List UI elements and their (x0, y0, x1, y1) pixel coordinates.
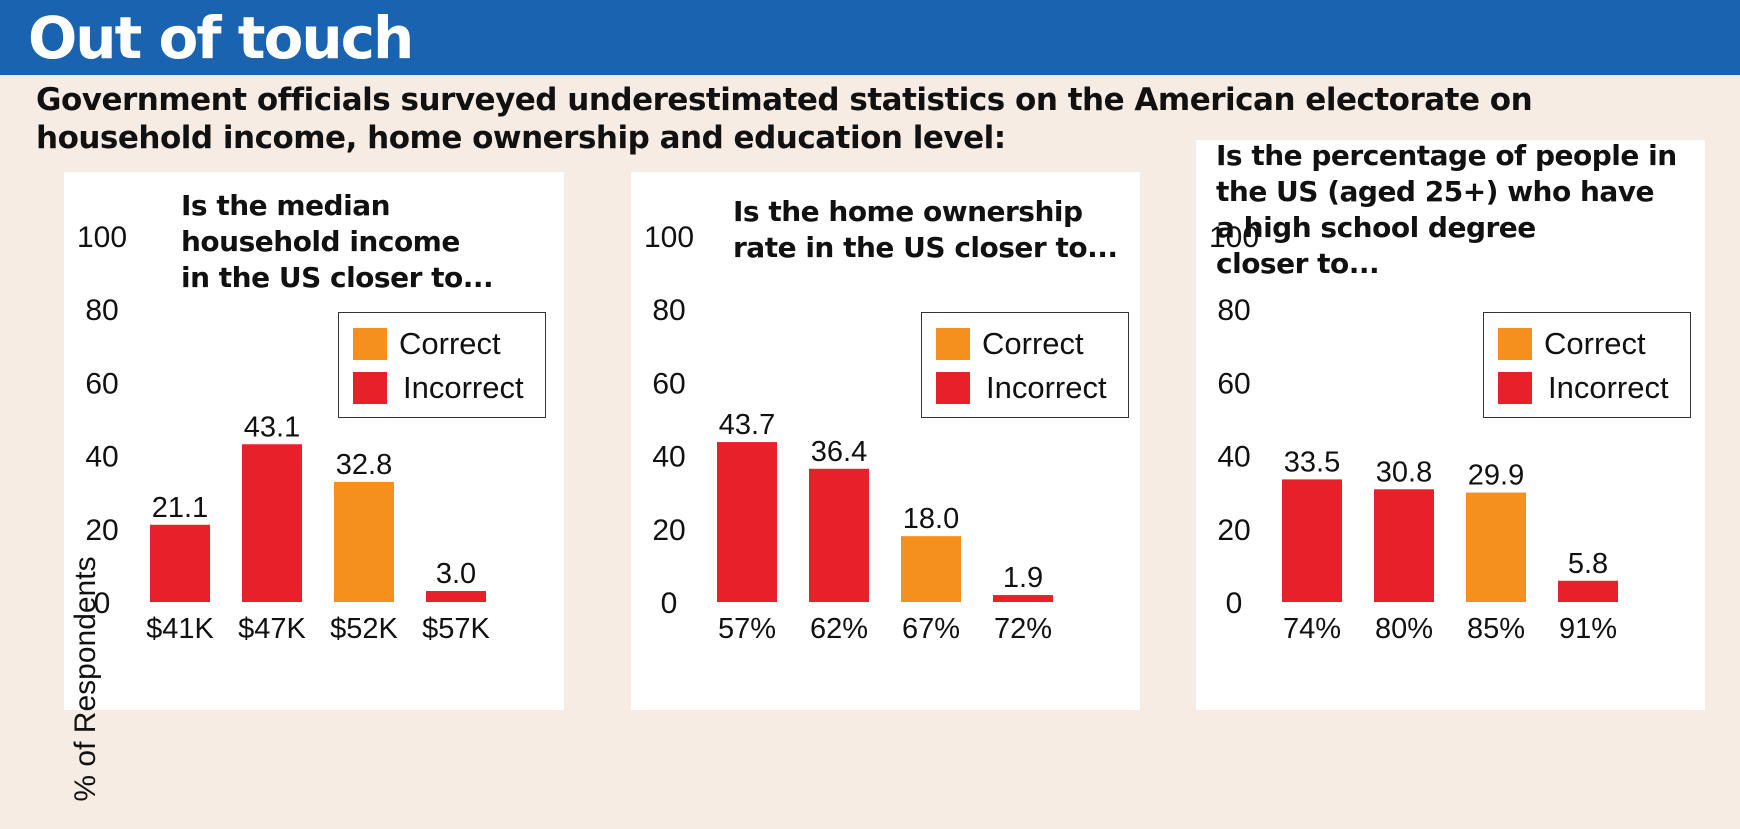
legend-label-correct: Correct (1544, 326, 1646, 361)
chart-question-home-ownership: Is the home ownership rate in the US clo… (733, 195, 1118, 264)
y-tick-label: 20 (85, 514, 118, 547)
x-category-label: $57K (422, 613, 490, 645)
x-category-label: 80% (1375, 613, 1433, 645)
chart-panel-income: Is the median household income in the US… (64, 172, 564, 802)
bar-incorrect (426, 591, 486, 602)
y-tick-label: 60 (85, 367, 118, 400)
legend-swatch-incorrect (1498, 372, 1532, 404)
y-tick-label: 100 (1209, 221, 1259, 254)
legend-swatch-incorrect (353, 372, 387, 404)
legend-swatch-incorrect (936, 372, 970, 404)
y-tick-label: 0 (1226, 587, 1243, 620)
x-category-label: $52K (330, 613, 398, 645)
bar-value-label: 43.1 (244, 411, 300, 443)
x-category-label: $41K (146, 613, 214, 645)
bar-incorrect (150, 524, 210, 602)
y-tick-label: 80 (1217, 294, 1250, 327)
chart-question-education: Is the percentage of people in the US (a… (1216, 139, 1677, 280)
chart-legend: Correct Incorrect (338, 312, 546, 418)
legend-label-correct: Correct (399, 326, 501, 361)
legend-label-incorrect: Incorrect (1548, 370, 1669, 405)
bar-value-label: 3.0 (436, 558, 476, 590)
y-tick-label: 20 (652, 514, 685, 547)
legend-label-incorrect: Incorrect (986, 370, 1107, 405)
y-tick-label: 80 (85, 294, 118, 327)
x-category-label: 91% (1559, 613, 1617, 645)
legend-swatch-correct (1498, 328, 1532, 360)
y-tick-label: 100 (77, 221, 127, 254)
bar-incorrect (1558, 580, 1618, 602)
bar-chart-income: 0 20 40 60 80 100 21.1 $41K 43.1 $47K 32.8 $52K 3.0 $… (77, 221, 491, 645)
page-title: Out of touch (28, 4, 414, 72)
bar-value-label: 36.4 (811, 436, 867, 468)
chart-question-income: Is the median household income in the US… (181, 189, 494, 294)
y-tick-label: 40 (1217, 441, 1250, 474)
bar-correct (334, 481, 394, 602)
y-tick-label: 0 (94, 587, 111, 620)
bar-value-label: 30.8 (1376, 456, 1432, 488)
bar-chart-home-ownership: 0 20 40 60 80 100 43.7 57% 36.4 62% 18.0 67% 1.9 72% (644, 221, 1053, 645)
y-tick-label: 40 (85, 441, 118, 474)
bar-incorrect (809, 468, 869, 602)
bar-value-label: 43.7 (719, 409, 775, 441)
legend-label-incorrect: Incorrect (403, 370, 524, 405)
chart-panel-home-ownership: Is the home ownership rate in the US clo… (631, 172, 1140, 710)
x-category-label: $47K (238, 613, 306, 645)
page-subtitle: Government officials surveyed underestim… (36, 81, 1636, 157)
bar-incorrect (717, 442, 777, 602)
y-tick-label: 0 (661, 587, 678, 620)
x-category-label: 67% (902, 613, 960, 645)
bar-value-label: 32.8 (336, 449, 392, 481)
bar-value-label: 21.1 (152, 492, 208, 524)
bar-correct (1466, 492, 1526, 602)
y-tick-label: 80 (652, 294, 685, 327)
legend-swatch-correct (353, 328, 387, 360)
bar-value-label: 29.9 (1468, 460, 1524, 492)
chart-legend: Correct Incorrect (921, 312, 1129, 418)
x-category-label: 74% (1283, 613, 1341, 645)
bar-value-label: 18.0 (903, 503, 959, 535)
bar-incorrect (993, 595, 1053, 602)
y-tick-label: 20 (1217, 514, 1250, 547)
chart-legend: Correct Incorrect (1483, 312, 1691, 418)
y-tick-label: 100 (644, 221, 694, 254)
subtitle-line-2: household income, home ownership and edu… (36, 120, 1006, 156)
legend-swatch-correct (936, 328, 970, 360)
bar-incorrect (1374, 489, 1434, 602)
x-category-label: 72% (994, 613, 1052, 645)
y-tick-label: 60 (652, 367, 685, 400)
bar-value-label: 33.5 (1284, 446, 1340, 478)
header-banner: Out of touch (0, 0, 1740, 75)
legend-label-correct: Correct (982, 326, 1084, 361)
chart-panel-education: Is the percentage of people in the US (a… (1196, 139, 1705, 710)
x-category-label: 62% (810, 613, 868, 645)
subtitle-line-1: Government officials surveyed underestim… (36, 82, 1533, 118)
bar-value-label: 5.8 (1568, 548, 1608, 580)
x-category-label: 85% (1467, 613, 1525, 645)
bar-correct (901, 536, 961, 602)
y-tick-label: 40 (652, 441, 685, 474)
x-category-label: 57% (718, 613, 776, 645)
bar-value-label: 1.9 (1003, 562, 1043, 594)
bar-chart-education: 0 20 40 60 80 100 33.5 74% 30.8 80% 29.9 85% 5.8 91% (1209, 221, 1618, 645)
y-tick-label: 60 (1217, 367, 1250, 400)
bar-incorrect (242, 444, 302, 602)
bar-incorrect (1282, 479, 1342, 602)
